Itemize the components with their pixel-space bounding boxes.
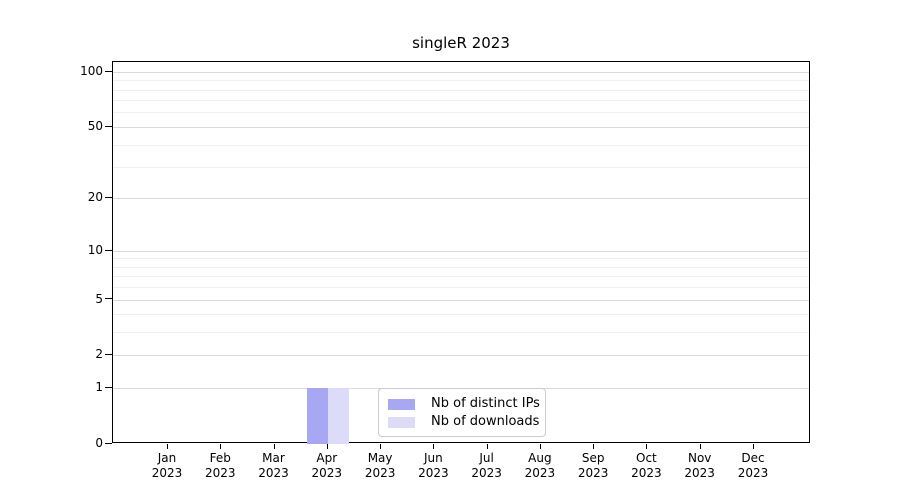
x-tick-year: 2023 [524, 466, 556, 480]
y-tick-mark-100 [105, 71, 112, 72]
x-tick-month: Aug [528, 451, 552, 465]
x-tick-month: Feb [209, 451, 231, 465]
legend-label-nb-of-downloads: Nb of downloads [431, 414, 540, 429]
gridline-minor-30 [113, 167, 809, 168]
gridline-minor-8 [113, 266, 809, 268]
x-tick-year: 2023 [258, 466, 289, 480]
x-tick-month: May [367, 451, 393, 465]
x-tick-label-jul: Jul 2023 [457, 451, 517, 481]
y-tick-mark-5 [105, 298, 112, 299]
gridline-major-20 [113, 198, 809, 200]
x-tick-mark-mar [274, 444, 275, 449]
x-tick-month: Jun [424, 451, 443, 465]
y-tick-label-1: 1 [95, 380, 103, 395]
y-tick-label-10: 10 [87, 242, 103, 257]
x-tick-mark-feb [220, 444, 221, 449]
x-tick-month: Oct [636, 451, 657, 465]
x-tick-mark-apr [327, 444, 328, 449]
x-tick-year: 2023 [631, 466, 662, 480]
bar-nb-of-downloads-apr [327, 388, 350, 444]
x-tick-mark-sep [593, 444, 594, 449]
x-tick-year: 2023 [205, 466, 236, 480]
gridline-minor-40 [113, 144, 809, 146]
x-tick-label-aug: Aug 2023 [510, 451, 570, 481]
chart-title: singleR 2023 [412, 34, 510, 52]
x-tick-label-mar: Mar 2023 [244, 451, 304, 481]
y-tick-mark-1 [105, 387, 112, 388]
gridline-major-100 [113, 71, 809, 73]
x-tick-label-sep: Sep 2023 [563, 451, 623, 481]
x-tick-label-jun: Jun 2023 [403, 451, 463, 481]
gridline-minor-3 [113, 332, 809, 334]
x-tick-label-jan: Jan 2023 [137, 451, 197, 481]
y-tick-mark-20 [105, 197, 112, 198]
x-tick-year: 2023 [311, 466, 343, 480]
x-tick-month: Sep [581, 451, 605, 465]
x-tick-year: 2023 [151, 466, 183, 480]
y-tick-label-2: 2 [95, 347, 103, 362]
x-tick-year: 2023 [471, 466, 502, 480]
x-tick-year: 2023 [577, 466, 609, 480]
legend: Nb of distinct IPs Nb of downloads [378, 388, 546, 437]
x-tick-label-feb: Feb 2023 [190, 451, 250, 481]
x-tick-month: Mar [262, 451, 285, 465]
x-tick-mark-aug [540, 444, 541, 449]
x-tick-mark-may [380, 444, 381, 449]
legend-item-nb-of-distinct-ips: Nb of distinct IPs [379, 395, 545, 413]
x-tick-label-dec: Dec 2023 [723, 451, 783, 481]
y-tick-mark-50 [105, 126, 112, 127]
x-tick-year: 2023 [418, 466, 449, 480]
x-tick-label-apr: Apr 2023 [297, 451, 357, 481]
y-tick-label-20: 20 [87, 190, 103, 205]
x-tick-mark-nov [700, 444, 701, 449]
gridline-major-5 [113, 299, 809, 301]
gridline-minor-6 [113, 287, 809, 289]
y-tick-label-100: 100 [80, 63, 103, 78]
x-tick-year: 2023 [737, 466, 769, 480]
x-tick-month: Nov [687, 451, 712, 465]
gridline-minor-60 [113, 112, 809, 114]
x-tick-mark-jul [487, 444, 488, 449]
bar-nb-of-distinct-ips-apr [306, 388, 328, 444]
x-tick-year: 2023 [364, 466, 396, 480]
legend-label-nb-of-distinct-ips: Nb of distinct IPs [431, 396, 540, 411]
gridline-minor-90 [113, 80, 809, 82]
plot-area: Nb of distinct IPs Nb of downloads [112, 61, 810, 444]
x-tick-month: Jan [157, 451, 177, 465]
y-tick-label-0: 0 [95, 436, 103, 450]
x-tick-label-nov: Nov 2023 [670, 451, 730, 481]
x-tick-month: Apr [316, 451, 338, 465]
x-tick-mark-jun [433, 444, 434, 449]
x-tick-mark-dec [753, 444, 754, 449]
y-tick-mark-2 [105, 354, 112, 355]
x-tick-mark-jan [167, 444, 168, 449]
x-tick-year: 2023 [684, 466, 715, 480]
legend-swatch-nb-of-downloads [388, 416, 415, 428]
gridline-minor-9 [113, 258, 809, 260]
y-tick-mark-10 [105, 250, 112, 251]
gridline-major-10 [113, 250, 809, 252]
gridline-minor-4 [113, 314, 809, 316]
legend-item-nb-of-downloads: Nb of downloads [379, 413, 545, 431]
gridline-major-2 [113, 355, 809, 357]
x-tick-month: Jul [479, 451, 494, 465]
x-tick-mark-oct [646, 444, 647, 449]
y-tick-label-5: 5 [95, 291, 103, 306]
x-tick-label-oct: Oct 2023 [616, 451, 676, 481]
x-tick-month: Dec [741, 451, 765, 465]
gridline-minor-80 [113, 89, 809, 91]
y-tick-label-50: 50 [87, 118, 103, 133]
gridline-major-50 [113, 126, 809, 128]
y-tick-mark-0 [105, 443, 112, 444]
x-tick-label-may: May 2023 [350, 451, 410, 481]
gridline-minor-70 [113, 100, 809, 102]
legend-swatch-nb-of-distinct-ips [388, 398, 415, 410]
gridline-minor-7 [113, 276, 809, 278]
